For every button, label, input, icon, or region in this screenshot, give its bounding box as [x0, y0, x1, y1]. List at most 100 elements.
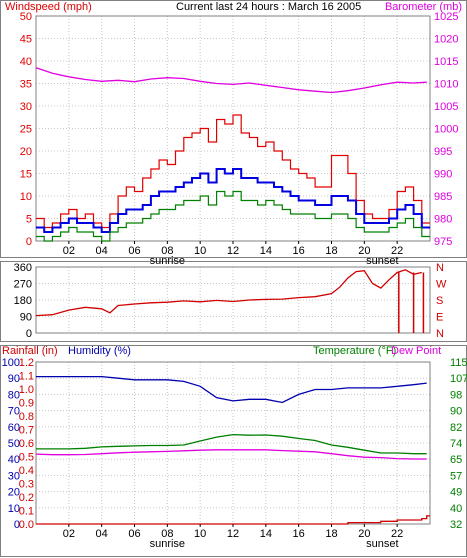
temperature-series — [36, 433, 427, 455]
compass-tick-label: S — [436, 295, 443, 307]
compass-tick-label: N — [436, 262, 444, 274]
temperature-y-tick-label: 65 — [450, 454, 462, 466]
humidity-axis-title: Humidity (%) — [68, 345, 131, 357]
rainfall-y-tick-label: 1.1 — [19, 371, 34, 383]
wind-y-tick-label: 45 — [20, 34, 32, 46]
x-tick-label: 04 — [96, 528, 108, 540]
wind-y-tick-label: 5 — [26, 214, 32, 226]
temperature-y-tick-label: 49 — [450, 487, 462, 499]
barometer-series — [35, 67, 427, 94]
x-tick-label: 16 — [293, 245, 305, 257]
wind-y-tick-label: 10 — [20, 191, 32, 203]
sunset-label: sunset — [366, 538, 398, 550]
x-tick-label: 20 — [358, 245, 370, 257]
wind-y-tick-label: 0 — [26, 236, 32, 248]
rainfall-y-tick-label: 0.0 — [19, 519, 34, 531]
x-tick-label: 18 — [325, 245, 337, 257]
sunset-label: sunset — [366, 255, 398, 267]
humidity-y-tick-label: 100 — [2, 357, 20, 369]
x-tick-label: 08 — [161, 528, 173, 540]
page-title: Current last 24 hours : March 16 2005 — [176, 1, 361, 13]
barometer-y-tick-label: 985 — [434, 191, 452, 203]
barometer-y-tick-label: 1010 — [434, 79, 458, 91]
wind-gust-series — [36, 114, 430, 229]
wind-direction-series — [35, 269, 422, 317]
humidity-series — [36, 375, 427, 404]
barometer-y-tick-label: 990 — [434, 169, 452, 181]
rainfall-y-tick-label: 0.8 — [19, 411, 34, 423]
x-tick-label: 20 — [358, 528, 370, 540]
plot-area-border — [35, 266, 431, 334]
x-tick-label: 22 — [391, 528, 403, 540]
x-tick-label: 22 — [391, 245, 403, 257]
wind-axis-title: Windspeed (mph) — [5, 1, 92, 13]
direction-y-tick-label: 360 — [14, 262, 32, 274]
barometer-axis-title: Barometer (mb) — [385, 1, 462, 13]
wind-y-tick-label: 15 — [20, 169, 32, 181]
humidity-y-tick-label: 30 — [8, 470, 20, 482]
humidity-y-tick-label: 60 — [8, 422, 20, 434]
x-tick-label: 10 — [194, 245, 206, 257]
x-tick-label: 18 — [325, 528, 337, 540]
x-tick-label: 14 — [260, 528, 272, 540]
humidity-y-tick-label: 50 — [8, 438, 20, 450]
humidity-y-tick-label: 0 — [14, 519, 20, 531]
direction-y-tick-label: 180 — [14, 295, 32, 307]
dewpoint-axis-title: Dew Point — [391, 345, 441, 357]
barometer-y-tick-label: 1015 — [434, 56, 458, 68]
direction-y-tick-label: 90 — [20, 312, 32, 324]
rainfall-y-tick-label: 0.6 — [19, 438, 34, 450]
temperature-y-tick-label: 74 — [450, 438, 462, 450]
x-tick-label: 06 — [128, 245, 140, 257]
rainfall-y-tick-label: 0.1 — [19, 506, 34, 518]
humidity-y-tick-label: 80 — [8, 389, 20, 401]
barometer-y-tick-label: 980 — [434, 214, 452, 226]
wind-y-tick-label: 35 — [20, 79, 32, 91]
humidity-y-tick-label: 70 — [8, 406, 20, 418]
wind-average-series — [36, 168, 430, 233]
barometer-y-tick-label: 1000 — [434, 124, 458, 136]
x-tick-label: 02 — [63, 528, 75, 540]
rainfall-y-tick-label: 0.7 — [19, 425, 34, 437]
wind-y-tick-label: 50 — [20, 11, 32, 23]
rainfall-y-tick-label: 1.2 — [19, 357, 34, 369]
rainfall-y-tick-label: 0.5 — [19, 452, 34, 464]
wind-y-tick-label: 40 — [20, 56, 32, 68]
barometer-y-tick-label: 1005 — [434, 101, 458, 113]
wind-y-tick-label: 30 — [20, 101, 32, 113]
barometer-y-tick-label: 995 — [434, 146, 452, 158]
rainfall-y-tick-label: 0.3 — [19, 479, 34, 491]
x-tick-label: 10 — [194, 528, 206, 540]
humidity-y-tick-label: 90 — [8, 373, 20, 385]
dewpoint-series — [35, 449, 427, 460]
rainfall-series — [36, 515, 430, 525]
temperature-y-tick-label: 115 — [450, 357, 467, 369]
barometer-y-tick-label: 1025 — [434, 11, 458, 23]
compass-tick-label: W — [436, 279, 447, 291]
rainfall-y-tick-label: 1.0 — [19, 384, 34, 396]
x-tick-label: 16 — [293, 528, 305, 540]
x-tick-label: 04 — [96, 245, 108, 257]
temperature-y-tick-label: 57 — [450, 470, 462, 482]
temperature-y-tick-label: 82 — [450, 422, 462, 434]
direction-y-tick-label: 0 — [26, 328, 32, 340]
rainfall-axis-title: Rainfall (in) — [2, 345, 58, 357]
temperature-y-tick-label: 32 — [450, 519, 462, 531]
x-tick-label: 12 — [227, 528, 239, 540]
x-tick-label: 06 — [128, 528, 140, 540]
compass-tick-label: N — [436, 328, 444, 340]
x-tick-label: 14 — [260, 245, 272, 257]
barometer-y-tick-label: 975 — [434, 236, 452, 248]
temperature-axis-title: Temperature (°F) — [313, 345, 396, 357]
temperature-y-tick-label: 107 — [450, 373, 467, 385]
rainfall-y-tick-label: 0.2 — [19, 492, 34, 504]
barometer-y-tick-label: 1020 — [434, 34, 458, 46]
direction-y-tick-label: 270 — [14, 279, 32, 291]
wind-low-series — [36, 190, 430, 242]
x-tick-label: 12 — [227, 245, 239, 257]
rainfall-y-tick-label: 0.4 — [19, 465, 34, 477]
temperature-y-tick-label: 40 — [450, 503, 462, 515]
sunrise-label: sunrise — [150, 538, 185, 550]
